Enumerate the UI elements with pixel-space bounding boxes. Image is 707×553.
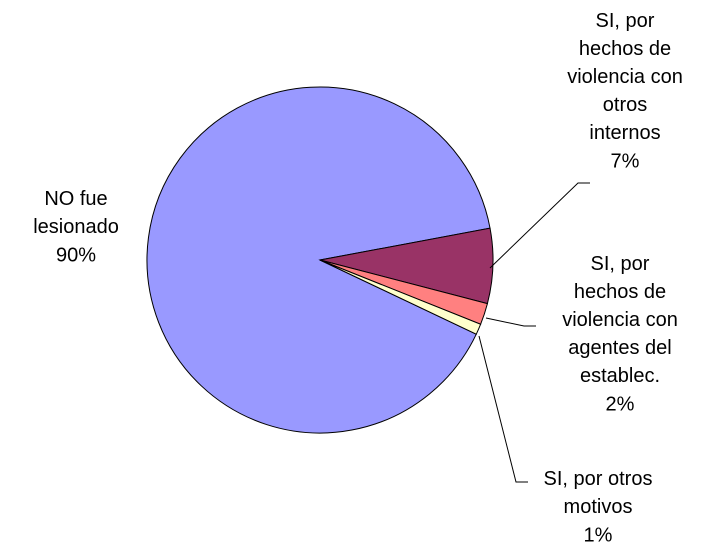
- value-label: 2%: [606, 393, 635, 415]
- leader-line: [478, 335, 528, 483]
- value-label: 7%: [611, 150, 640, 172]
- slice-label: SI, por hechos de violencia con otros intern…: [567, 10, 683, 144]
- leader-line: [489, 182, 590, 269]
- slice-label: SI, por otros motivos: [544, 468, 653, 518]
- slice-label: SI, por hechos de violencia con agentes del…: [562, 253, 678, 387]
- slice-label: NO fue lesionado: [33, 188, 119, 238]
- value-label: 1%: [584, 524, 613, 546]
- value-label: 90%: [56, 244, 96, 266]
- leader-line: [485, 317, 536, 327]
- pie-slice: [146, 86, 491, 434]
- pie-slice: [319, 259, 482, 335]
